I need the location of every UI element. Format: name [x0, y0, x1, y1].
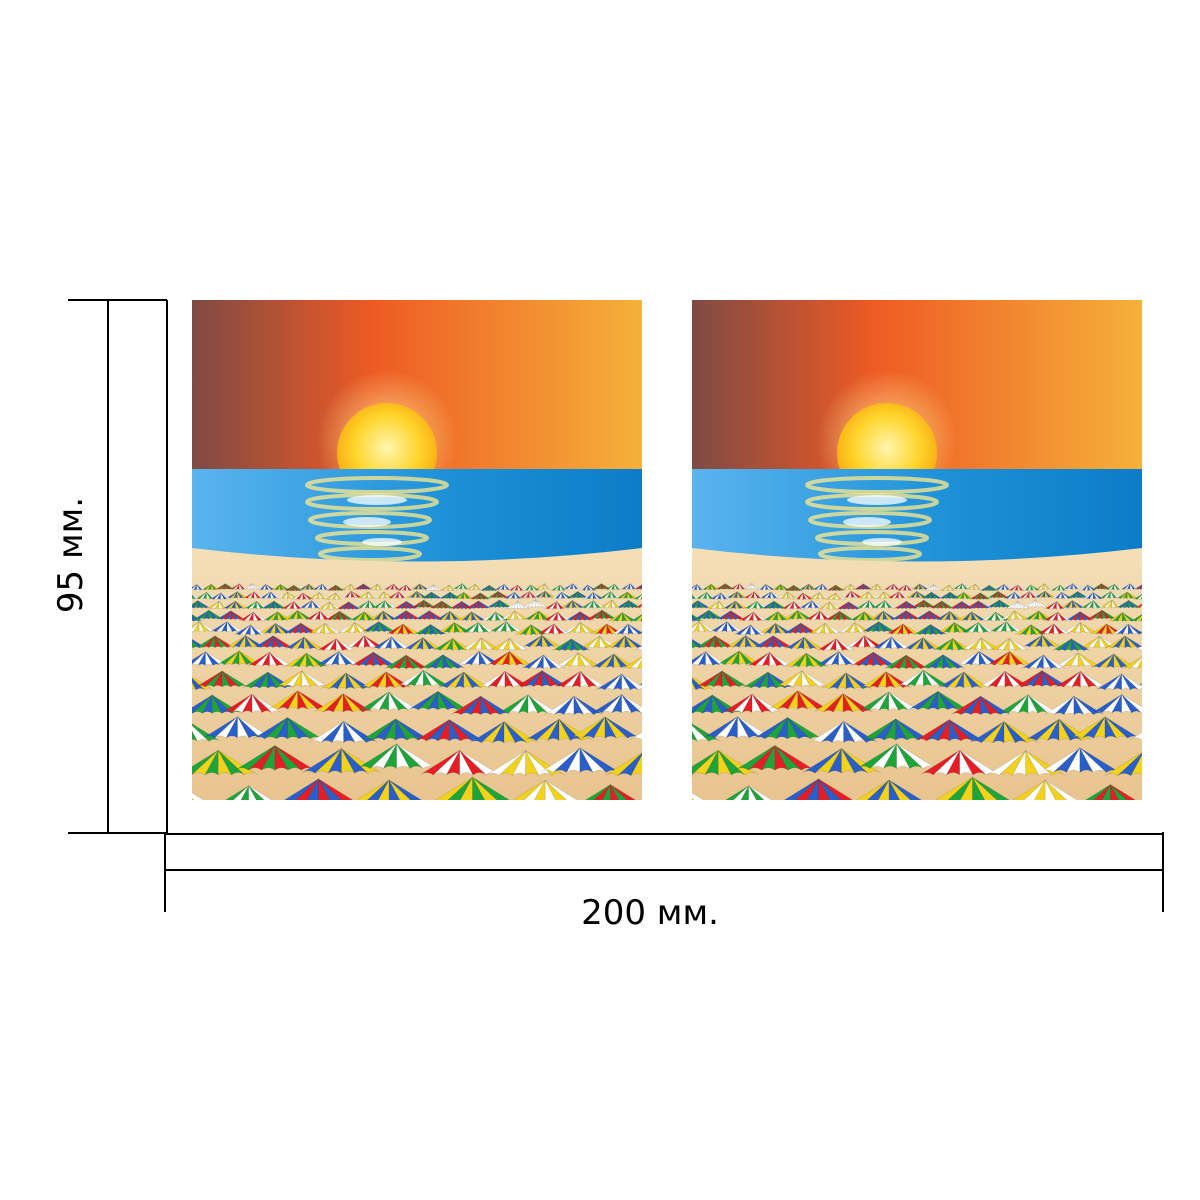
- width-dimension: [164, 832, 1164, 912]
- height-dimension: [68, 299, 168, 834]
- width-label: 200 мм.: [581, 893, 719, 933]
- tile-panel-left: [112, 300, 699, 814]
- tile-panel-right: [612, 300, 1199, 814]
- height-label: 95 мм.: [51, 497, 91, 613]
